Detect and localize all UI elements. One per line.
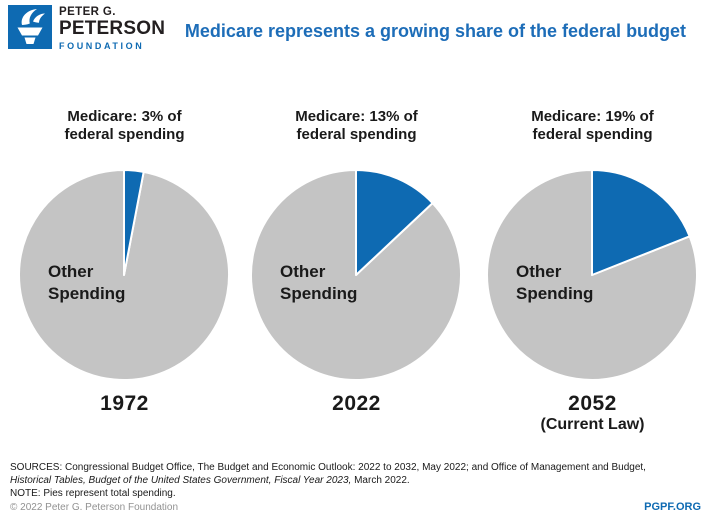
torch-icon — [17, 9, 45, 44]
other-label-line-1: Other — [516, 262, 562, 281]
logo-line-2: PETERSON — [59, 18, 166, 39]
pie-2022 — [250, 169, 462, 381]
other-label-line-2: Spending — [48, 284, 126, 303]
other-label-line-1: Other — [280, 262, 326, 281]
medicare-share-callout: Medicare: 3% of federal spending — [8, 108, 241, 144]
other-label-line-2: Spending — [280, 284, 358, 303]
pie-chart-2022: Medicare: 13% of federal spending Other … — [240, 104, 473, 456]
pgpf-logo: PETER G. PETERSON FOUNDATION — [8, 5, 165, 51]
note-line: NOTE: Pies represent total spending. — [10, 488, 176, 499]
pie-2052 — [486, 169, 698, 381]
sources-line-2-italic: Historical Tables, Budget of the United … — [10, 475, 352, 486]
callout-line-2: federal spending — [64, 126, 185, 143]
chart-title: Medicare represents a growing share of t… — [184, 21, 687, 41]
pgpf-org-link[interactable]: PGPF.ORG — [644, 501, 701, 513]
current-law-label: (Current Law) — [540, 416, 645, 433]
sources-line-2-rest: March 2022. — [351, 475, 410, 486]
pie-chart-2052: Medicare: 19% of federal spending Other … — [476, 104, 709, 456]
copyright-text: © 2022 Peter G. Peterson Foundation — [10, 501, 179, 513]
callout-line-1: Medicare: 13% of — [295, 108, 418, 125]
medicare-slice — [591, 169, 691, 276]
callout-line-1: Medicare: 3% of — [67, 108, 182, 125]
sources-note-block: SOURCES: Congressional Budget Office, Th… — [10, 461, 701, 500]
year-label-2052: 2052 — [568, 392, 617, 415]
other-spending-label: Other Spending — [48, 261, 125, 305]
medicare-share-callout: Medicare: 19% of federal spending — [476, 108, 709, 144]
sources-line-2: Historical Tables, Budget of the United … — [10, 474, 701, 487]
logo-line-3: FOUNDATION — [59, 41, 145, 51]
sources-line-1: SOURCES: Congressional Budget Office, Th… — [10, 462, 646, 473]
year-label-1972: 1972 — [100, 392, 149, 415]
logo-line-1: PETER G. — [59, 6, 116, 18]
logo-wordmark: PETER G. PETERSON FOUNDATION — [59, 5, 165, 51]
footer-bottom-row: © 2022 Peter G. Peterson Foundation PGPF… — [10, 501, 701, 513]
callout-line-1: Medicare: 19% of — [531, 108, 654, 125]
callout-line-2: federal spending — [532, 126, 653, 143]
medicare-share-callout: Medicare: 13% of federal spending — [240, 108, 473, 144]
other-label-line-2: Spending — [516, 284, 594, 303]
other-spending-label: Other Spending — [280, 261, 357, 305]
year-label-2022: 2022 — [332, 392, 381, 415]
pgpf-torch-logo — [8, 5, 52, 49]
pie-chart-1972: Medicare: 3% of federal spending Other S… — [8, 104, 241, 456]
medicare-slice — [123, 169, 145, 276]
medicare-slice — [355, 169, 434, 276]
callout-line-2: federal spending — [296, 126, 417, 143]
pie-1972 — [18, 169, 231, 381]
other-label-line-1: Other — [48, 262, 94, 281]
other-spending-label: Other Spending — [516, 261, 593, 305]
